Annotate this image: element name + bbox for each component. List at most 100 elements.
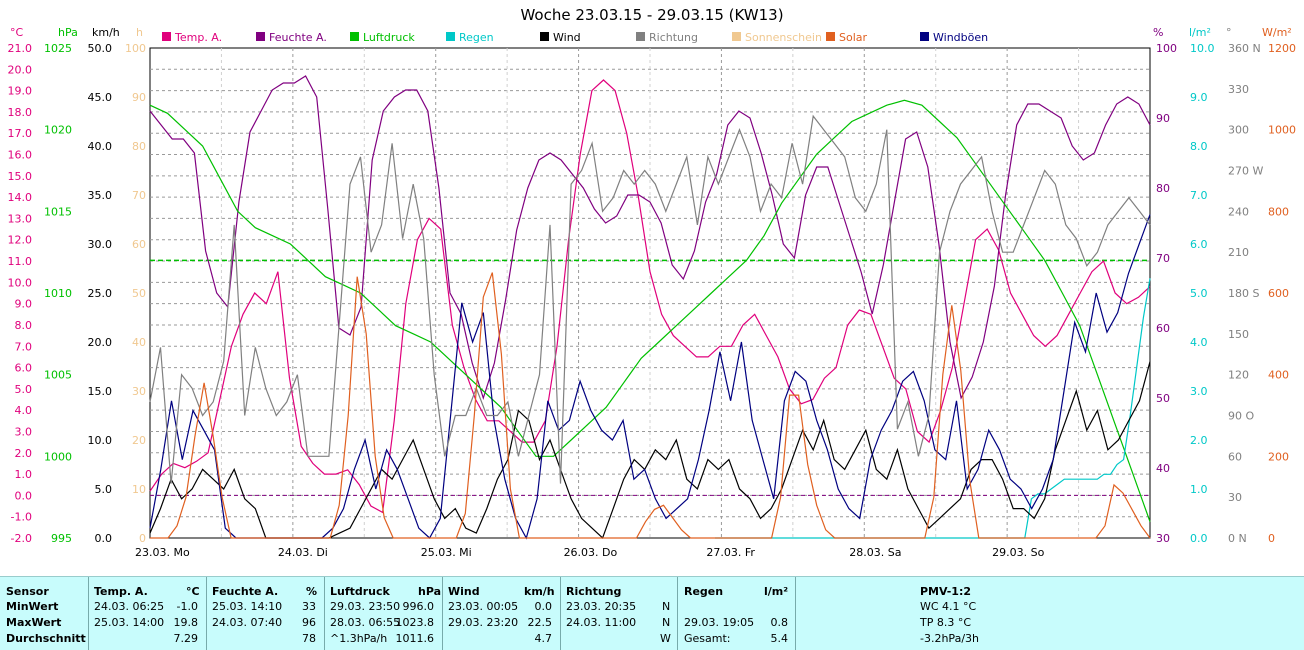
axis-tick-dir: 210: [1228, 246, 1249, 259]
x-tick-label: 23.03. Mo: [135, 546, 190, 559]
legend-swatch: [540, 32, 549, 41]
axis-tick-kmh: 25.0: [88, 287, 113, 300]
axis-tick-rain: 2.0: [1190, 434, 1208, 447]
regen-total-label: Gesamt:: [684, 632, 731, 645]
series-lines: [149, 75, 1151, 540]
axis-tick-h: 80: [132, 140, 146, 153]
axis-tick-kmh: 40.0: [88, 140, 113, 153]
axis-tick-temp: 15.0: [8, 170, 33, 183]
axis-tick-temp: 20.0: [8, 63, 33, 76]
axis-tick-wm2: 400: [1268, 369, 1289, 382]
axis-unit-h: h: [136, 26, 143, 39]
axis-tick-temp: 1.0: [15, 468, 33, 481]
axis-tick-dir: 180 S: [1228, 287, 1259, 300]
x-tick-label: 27.03. Fr: [706, 546, 755, 559]
axis-tick-rain: 10.0: [1190, 42, 1215, 55]
header-pmv: PMV-1:2: [920, 585, 971, 598]
richtung-max-time: 24.03. 11:00: [566, 616, 637, 629]
axis-tick-rain: 5.0: [1190, 287, 1208, 300]
series-line-solar: [150, 272, 1151, 539]
axis-tick-temp: 8.0: [15, 319, 33, 332]
druck-min-time: 29.03. 23:50: [330, 600, 401, 613]
header-temp-unit: °C: [186, 585, 200, 598]
series-line-temp-a-: [149, 79, 1151, 514]
axis-unit-rain: l/m²: [1189, 26, 1211, 39]
header-wind-unit: km/h: [524, 585, 555, 598]
axis-tick-dir: 330: [1228, 83, 1249, 96]
x-tick-label: 25.03. Mi: [421, 546, 472, 559]
wind-max-value: 22.5: [527, 616, 553, 629]
axis-tick-kmh: 50.0: [88, 42, 113, 55]
legend-label: Regen: [459, 31, 494, 44]
legend-swatch: [920, 32, 929, 41]
header-sensor: Sensor: [6, 585, 49, 598]
feuchte-avg-value: 78: [302, 632, 316, 645]
legend-label: Luftdruck: [363, 31, 415, 44]
axis-tick-pct: 70: [1156, 252, 1170, 265]
axis-tick-hpa: 995: [51, 532, 72, 545]
regen-total-value: 5.4: [770, 632, 789, 645]
axis-tick-dir: 270 W: [1228, 165, 1263, 178]
axis-unit-kmh: km/h: [92, 26, 120, 39]
regen-max-value: 0.8: [770, 616, 789, 629]
wind-min-value: 0.0: [534, 600, 553, 613]
legend: Temp. A. Feuchte A. Luftdruck Regen Wind Rich…: [162, 31, 988, 44]
axis-tick-h: 60: [132, 238, 146, 251]
druck-max-value: 1023.8: [395, 616, 435, 629]
axis-tick-pct: 30: [1156, 532, 1170, 545]
wind-avg-value: 4.7: [534, 632, 553, 645]
x-tick-label: 26.03. Do: [564, 546, 618, 559]
legend-swatch: [446, 32, 455, 41]
axis-tick-wm2: 1000: [1268, 124, 1296, 137]
richtung-min-dir: N: [662, 600, 671, 613]
pmv-line-2: TP 8.3 °C: [920, 616, 972, 629]
axis-tick-h: 50: [132, 287, 146, 300]
header-regen: Regen: [684, 585, 724, 598]
axis-tick-rain: 1.0: [1190, 483, 1208, 496]
axis-tick-kmh: 30.0: [88, 238, 113, 251]
axis-tick-temp: 7.0: [15, 340, 33, 353]
axis-tick-h: 70: [132, 189, 146, 202]
axis-tick-rain: 7.0: [1190, 189, 1208, 202]
axis-tick-temp: 16.0: [8, 149, 33, 162]
statistics-panel: Sensor Temp. A. °C Feuchte A. % Luftdruc…: [0, 576, 1304, 650]
header-richtung: Richtung: [566, 585, 622, 598]
legend-swatch: [826, 32, 835, 41]
axis-tick-hpa: 1010: [44, 287, 72, 300]
axis-unit-temp: °C: [10, 26, 24, 39]
legend-label: Richtung: [649, 31, 698, 44]
legend-swatch: [732, 32, 741, 41]
richtung-min-time: 23.03. 20:35: [566, 600, 637, 613]
axis-unit-wm2: W/m²: [1262, 26, 1292, 39]
feuchte-min-time: 25.03. 14:10: [212, 600, 283, 613]
axis-tick-h: 0: [139, 532, 146, 545]
axis-unit-pct: %: [1153, 26, 1163, 39]
axis-tick-wm2: 600: [1268, 287, 1289, 300]
feuchte-max-value: 96: [302, 616, 316, 629]
axis-tick-pct: 60: [1156, 322, 1170, 335]
legend-swatch: [636, 32, 645, 41]
wind-min-time: 23.03. 00:05: [448, 600, 519, 613]
axis-tick-h: 90: [132, 91, 146, 104]
axis-tick-hpa: 1005: [44, 369, 72, 382]
legend-swatch: [350, 32, 359, 41]
axis-tick-h: 40: [132, 336, 146, 349]
axis-tick-wm2: 200: [1268, 450, 1289, 463]
axis-tick-dir: 90 O: [1228, 410, 1254, 423]
axis-tick-temp: -1.0: [11, 511, 32, 524]
axis-tick-temp: 18.0: [8, 106, 33, 119]
legend-label: Solar: [839, 31, 868, 44]
axis-tick-pct: 50: [1156, 392, 1170, 405]
axis-tick-temp: 5.0: [15, 383, 33, 396]
legend-swatch: [256, 32, 265, 41]
axis-tick-dir: 360 N: [1228, 42, 1261, 55]
x-tick-label: 24.03. Di: [278, 546, 328, 559]
richtung-avg-dir: W: [660, 632, 671, 645]
grid: [149, 47, 1151, 539]
legend-swatch: [162, 32, 171, 41]
axis-tick-rain: 8.0: [1190, 140, 1208, 153]
axis-tick-dir: 60: [1228, 450, 1242, 463]
feuchte-min-value: 33: [302, 600, 316, 613]
druck-avg-value: 1011.6: [395, 632, 435, 645]
axis-tick-kmh: 5.0: [95, 483, 113, 496]
